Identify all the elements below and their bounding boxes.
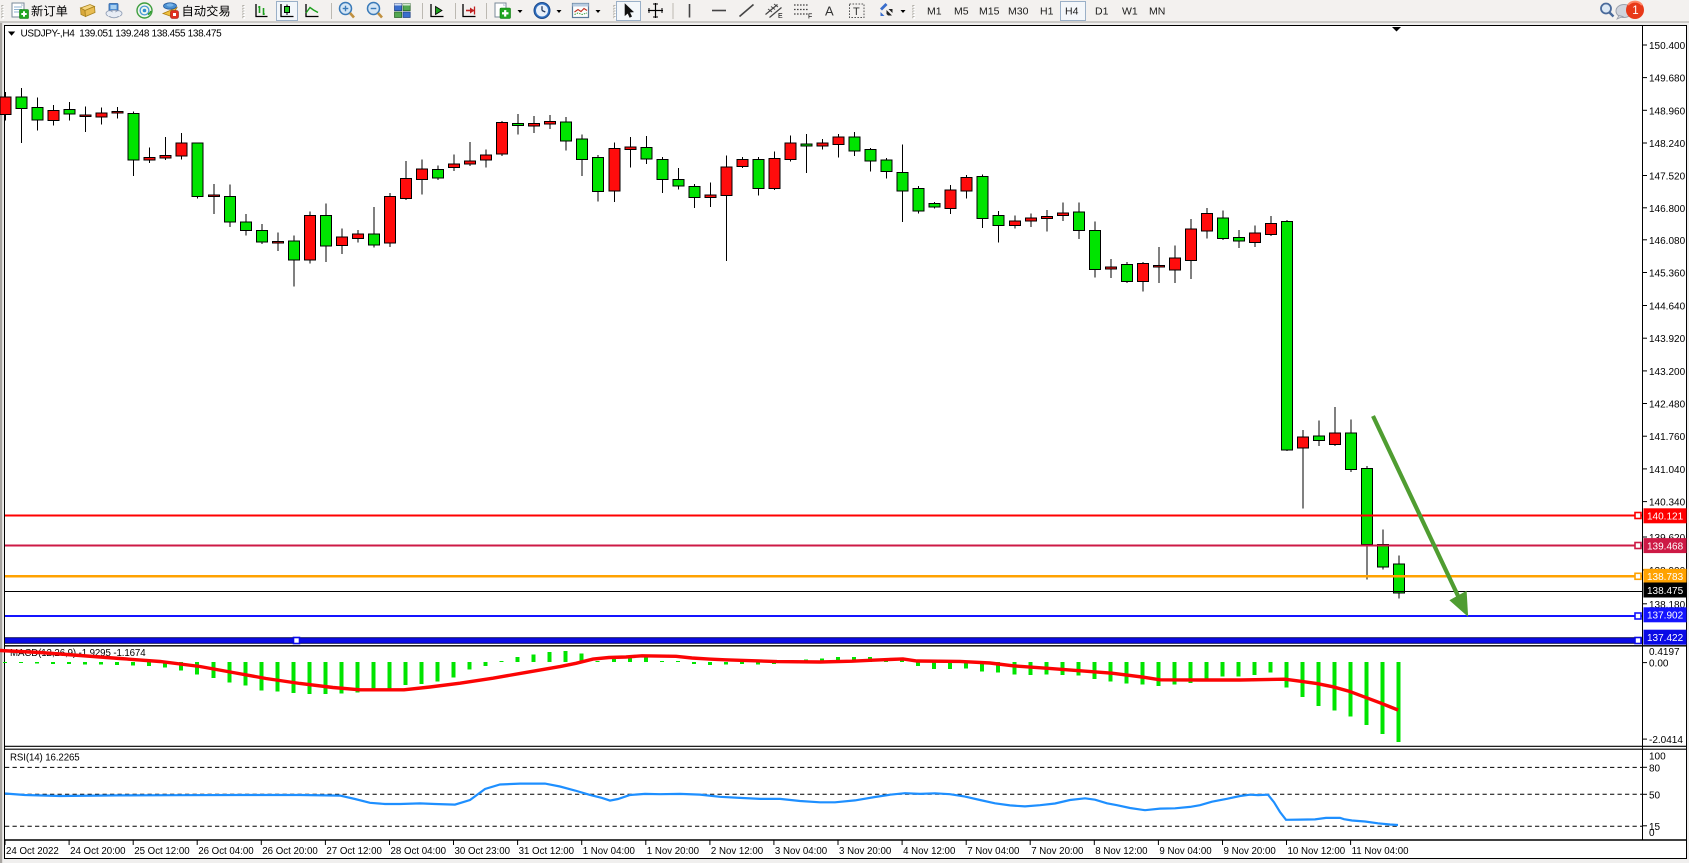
svg-text:7 Nov 04:00: 7 Nov 04:00 [967, 846, 1020, 857]
svg-text:-2.0414: -2.0414 [1649, 735, 1683, 746]
svg-text:W1: W1 [1122, 6, 1138, 18]
svg-text:141.040: 141.040 [1649, 465, 1686, 476]
svg-text:25 Oct 12:00: 25 Oct 12:00 [134, 846, 190, 857]
svg-text:148.240: 148.240 [1649, 139, 1686, 150]
svg-text:28 Oct 04:00: 28 Oct 04:00 [391, 846, 447, 857]
svg-text:3 Nov 04:00: 3 Nov 04:00 [775, 846, 828, 857]
svg-text:138.180: 138.180 [1649, 600, 1686, 611]
svg-text:H4: H4 [1065, 6, 1079, 18]
svg-text:M1: M1 [927, 6, 942, 18]
svg-text:15: 15 [1649, 822, 1661, 833]
svg-text:143.200: 143.200 [1649, 367, 1686, 378]
svg-text:26 Oct 20:00: 26 Oct 20:00 [262, 846, 318, 857]
svg-text:1 Nov 04:00: 1 Nov 04:00 [583, 846, 636, 857]
svg-text:MN: MN [1149, 6, 1165, 18]
svg-text:30 Oct 23:00: 30 Oct 23:00 [455, 846, 511, 857]
svg-text:2 Nov 12:00: 2 Nov 12:00 [711, 846, 764, 857]
svg-text:139.468: 139.468 [1647, 541, 1684, 552]
svg-text:149.680: 149.680 [1649, 74, 1686, 85]
svg-text:140.340: 140.340 [1649, 498, 1686, 509]
svg-text:9 Nov 20:00: 9 Nov 20:00 [1224, 846, 1277, 857]
svg-text:H1: H1 [1040, 6, 1054, 18]
svg-text:80: 80 [1649, 764, 1661, 775]
svg-text:138.783: 138.783 [1647, 572, 1684, 583]
svg-text:7 Nov 20:00: 7 Nov 20:00 [1031, 846, 1084, 857]
svg-text:E: E [778, 13, 783, 20]
svg-text:50: 50 [1649, 791, 1661, 802]
svg-text:MACD(12,26,9) -1.9295 -1.1674: MACD(12,26,9) -1.9295 -1.1674 [10, 648, 146, 659]
svg-text:M5: M5 [954, 6, 969, 18]
svg-text:USDJPY-,H4 139.051 139.248 13: USDJPY-,H4 139.051 139.248 138.455 138.4… [21, 28, 223, 39]
svg-text:24 Oct 20:00: 24 Oct 20:00 [70, 846, 126, 857]
svg-text:A: A [825, 4, 834, 19]
svg-text:100: 100 [1649, 752, 1666, 763]
svg-text:141.760: 141.760 [1649, 432, 1686, 443]
svg-text:4 Nov 12:00: 4 Nov 12:00 [903, 846, 956, 857]
svg-text:146.800: 146.800 [1649, 204, 1686, 215]
svg-text:9 Nov 04:00: 9 Nov 04:00 [1159, 846, 1212, 857]
svg-text:0: 0 [1649, 828, 1655, 839]
svg-text:M30: M30 [1008, 6, 1029, 18]
svg-text:138.475: 138.475 [1647, 586, 1684, 597]
svg-text:T: T [853, 6, 860, 18]
svg-text:150.400: 150.400 [1649, 41, 1686, 52]
svg-text:27 Oct 12:00: 27 Oct 12:00 [326, 846, 382, 857]
svg-text:146.080: 146.080 [1649, 236, 1686, 247]
svg-text:147.520: 147.520 [1649, 172, 1686, 183]
svg-text:11 Nov 04:00: 11 Nov 04:00 [1352, 846, 1410, 857]
svg-text:1: 1 [1632, 5, 1638, 17]
svg-text:8 Nov 12:00: 8 Nov 12:00 [1095, 846, 1148, 857]
svg-text:M15: M15 [979, 6, 1000, 18]
svg-text:142.480: 142.480 [1649, 400, 1686, 411]
svg-text:0.00: 0.00 [1649, 659, 1669, 670]
svg-text:RSI(14) 16.2265: RSI(14) 16.2265 [10, 753, 80, 764]
svg-text:145.360: 145.360 [1649, 269, 1686, 280]
svg-text:10 Nov 12:00: 10 Nov 12:00 [1288, 846, 1346, 857]
svg-text:0.4197: 0.4197 [1649, 647, 1680, 658]
svg-text:D1: D1 [1095, 6, 1109, 18]
svg-text:31 Oct 12:00: 31 Oct 12:00 [519, 846, 575, 857]
svg-text:26 Oct 04:00: 26 Oct 04:00 [198, 846, 254, 857]
svg-text:140.121: 140.121 [1647, 512, 1684, 523]
svg-text:24 Oct 2022: 24 Oct 2022 [6, 846, 59, 857]
svg-text:3 Nov 20:00: 3 Nov 20:00 [839, 846, 892, 857]
svg-text:144.640: 144.640 [1649, 302, 1686, 313]
svg-text:137.422: 137.422 [1647, 633, 1684, 644]
svg-text:137.902: 137.902 [1647, 611, 1684, 622]
svg-text:1 Nov 20:00: 1 Nov 20:00 [647, 846, 700, 857]
svg-text:148.960: 148.960 [1649, 106, 1686, 117]
svg-text:F: F [808, 14, 812, 21]
svg-text:143.920: 143.920 [1649, 334, 1686, 345]
